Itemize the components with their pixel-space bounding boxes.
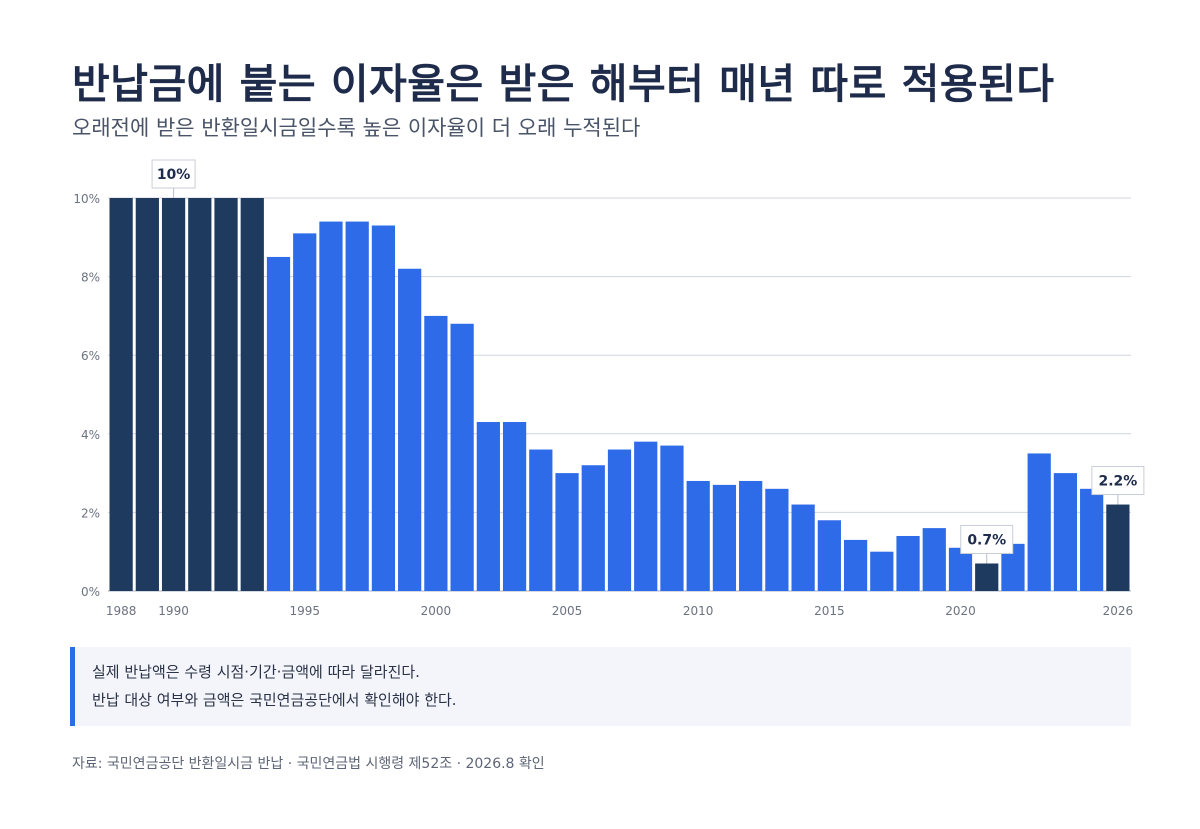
y-tick-label: 8%: [81, 271, 100, 285]
bar: [870, 551, 894, 591]
note-box: 실제 반납액은 수령 시점·기간·금액에 따라 달라진다. 반납 대상 여부와 …: [70, 647, 1131, 726]
bar: [581, 465, 605, 591]
bar: [634, 441, 658, 591]
bar: [607, 449, 632, 591]
page-title: 반납금에 붙는 이자율은 받은 해부터 매년 따로 적용된다: [72, 60, 1055, 108]
bar: [319, 221, 343, 591]
bar: [1053, 473, 1078, 591]
bar: [293, 233, 317, 591]
bar: [765, 488, 789, 591]
bar: [398, 268, 422, 591]
x-tick-label: 2015: [814, 604, 845, 618]
y-tick-label: 6%: [81, 349, 100, 363]
x-tick-label: 2000: [421, 604, 452, 618]
annotation-label: 10%: [157, 167, 191, 183]
bar: [1106, 504, 1130, 591]
source-text: 자료: 국민연금공단 반환일시금 반납 · 국민연금법 시행령 제52조 · 2…: [72, 756, 545, 772]
y-tick-label: 2%: [81, 506, 100, 520]
bar: [450, 323, 474, 591]
bar: [214, 198, 238, 591]
bars: [109, 198, 1130, 591]
note-line-2: 반납 대상 여부와 금액은 국민연금공단에서 확인해야 한다.: [92, 691, 457, 709]
annotation-box: [960, 524, 1014, 554]
bar: [109, 198, 133, 591]
y-axis-ticks: 0% 2% 4% 6% 8% 10%: [73, 192, 100, 599]
note-line-1: 실제 반납액은 수령 시점·기간·금액에 따라 달라진다.: [92, 663, 420, 681]
x-tick-label: 2020: [945, 604, 976, 618]
bar: [161, 198, 186, 591]
bar: [240, 198, 264, 591]
bar: [476, 422, 500, 591]
bar: [975, 563, 999, 591]
y-tick-label: 4%: [81, 428, 100, 442]
bar-chart: 0% 2% 4% 6% 8% 10% 1988 1990 1995 2000 2005 2010 20…: [73, 159, 1145, 618]
bar: [712, 484, 737, 591]
annotation-label: 0.7%: [967, 532, 1006, 548]
bar: [922, 528, 946, 591]
annotation-box: [151, 159, 196, 189]
x-tick-label: 1990: [158, 604, 189, 618]
x-axis-ticks: 1988 1990 1995 2000 2005 2010 2015 2020 2026: [106, 604, 1133, 618]
bar: [135, 198, 159, 591]
annotation-box: [1091, 466, 1145, 496]
x-tick-label: 1995: [289, 604, 320, 618]
y-tick-label: 10%: [73, 192, 100, 206]
bar: [345, 221, 369, 591]
bar: [188, 198, 212, 591]
annotations: 10% 0.7% 2.2%: [151, 159, 1145, 564]
bar: [896, 535, 920, 591]
x-tick-label: 2005: [552, 604, 583, 618]
bar: [529, 449, 553, 591]
bar: [1027, 453, 1051, 591]
bar: [843, 539, 868, 591]
bar: [424, 315, 448, 591]
bar: [791, 504, 815, 591]
bar: [502, 422, 527, 591]
bar: [948, 547, 973, 591]
bar: [371, 225, 396, 591]
page-subtitle: 오래전에 받은 반환일시금일수록 높은 이자율이 더 오래 누적된다: [72, 116, 641, 140]
bar: [1080, 488, 1104, 591]
bar: [739, 480, 763, 591]
x-tick-label: 1988: [106, 604, 137, 618]
bar: [660, 445, 684, 591]
bar: [817, 520, 841, 591]
bar: [686, 480, 710, 591]
bar: [266, 256, 291, 591]
bar: [555, 473, 579, 591]
y-tick-label: 0%: [81, 585, 100, 599]
annotation-label: 2.2%: [1098, 474, 1137, 490]
x-tick-label: 2026: [1103, 604, 1134, 618]
bar: [1001, 543, 1025, 591]
x-tick-label: 2010: [683, 604, 714, 618]
